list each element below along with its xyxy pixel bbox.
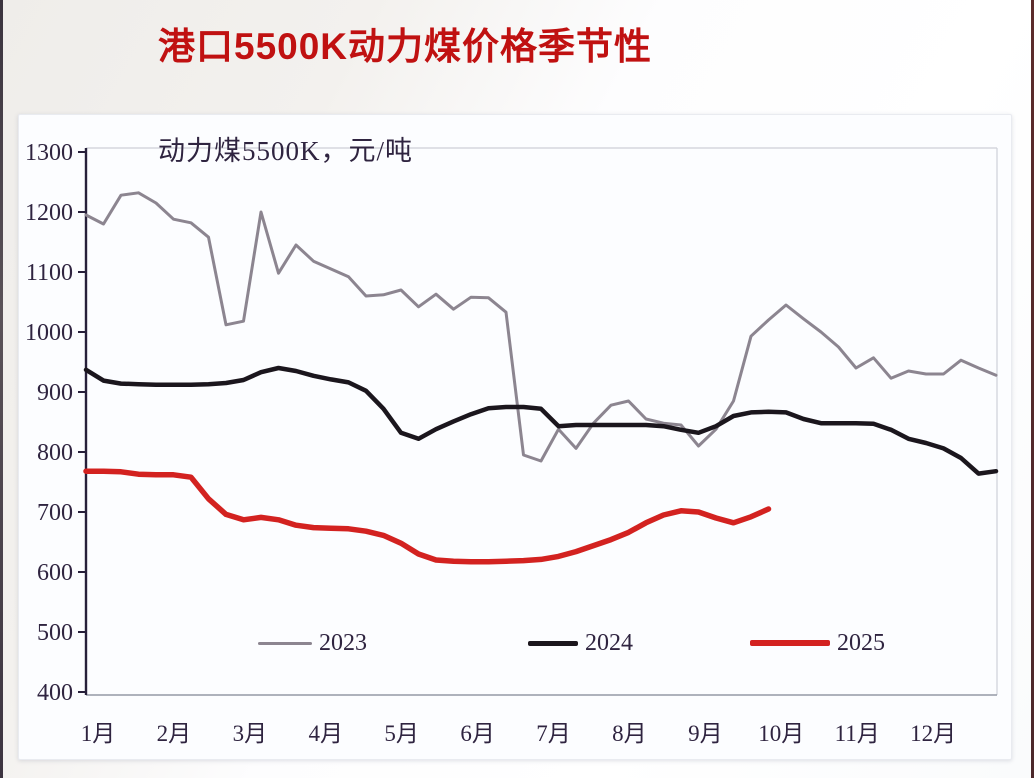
chart-panel [18,114,1012,760]
legend-label-2025: 2025 [837,629,885,656]
left-edge-strip [0,0,3,778]
legend-swatch-2024 [528,640,578,646]
legend-item-2024: 2024 [528,628,633,658]
legend-label-2023: 2023 [319,629,367,656]
chart-subtitle: 动力煤5500K，元/吨 [158,136,413,166]
chart-legend: 2023 2024 2025 [0,628,1034,658]
legend-swatch-2025 [750,640,830,646]
page-title: 港口5500K动力煤价格季节性 [158,26,653,67]
legend-item-2025: 2025 [750,628,885,658]
legend-item-2023: 2023 [258,628,367,658]
right-edge-strip [1031,0,1034,778]
legend-swatch-2023 [258,641,312,645]
legend-label-2024: 2024 [585,629,633,656]
